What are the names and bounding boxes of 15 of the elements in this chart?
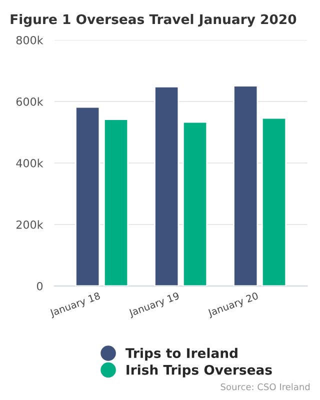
legend-label: Irish Trips Overseas (126, 364, 272, 378)
bar (261, 117, 287, 286)
y-tick-label: 600k (16, 97, 44, 106)
bar (182, 121, 208, 286)
y-tick-label: 200k (16, 220, 44, 229)
chart-title: Figure 1 Overseas Travel January 2020 (10, 14, 296, 27)
bar (75, 106, 100, 286)
y-tick-label: 400k (16, 158, 44, 168)
source-note: Source: CSO Ireland (220, 383, 310, 390)
y-tick-label: 800k (16, 36, 44, 44)
bar (103, 118, 129, 286)
legend-label: Trips to Ireland (125, 348, 238, 361)
bar (233, 85, 258, 286)
y-tick-label: 0 (36, 282, 43, 290)
bar (154, 86, 180, 286)
